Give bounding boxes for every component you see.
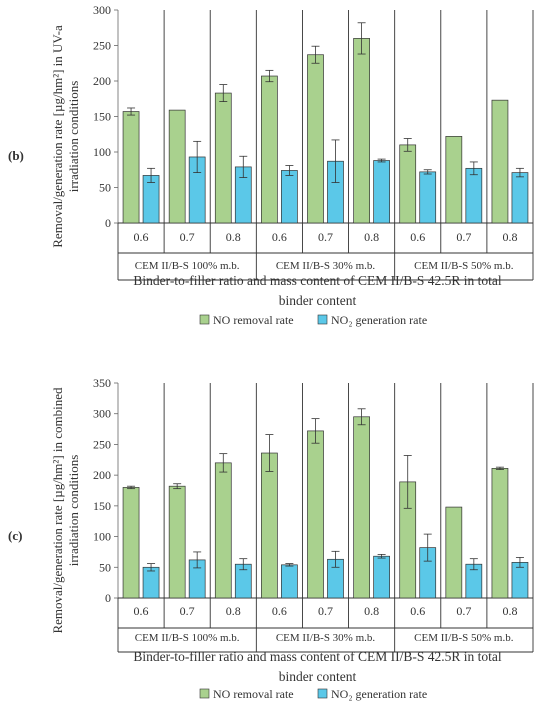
panel-0-x-tick-label: 0.6	[134, 230, 149, 244]
panel-0-legend-swatch-0	[199, 314, 210, 325]
panel-0-legend-swatch-1	[317, 314, 328, 325]
panel-1-x-tick-label: 0.8	[502, 604, 517, 618]
panel-0-group-label: CEM II/B-S 50% m.b.	[414, 260, 514, 272]
panel-1-y-tick-label: 150	[93, 499, 111, 513]
panel-1-no2-generation-bar	[142, 566, 160, 599]
panel-1-x-tick-label: 0.7	[180, 604, 195, 618]
panel-1-x-tick-label: 0.6	[410, 604, 425, 618]
panel-0-x-tick-label: 0.6	[272, 230, 287, 244]
panel-1-x-tick-label: 0.7	[318, 604, 333, 618]
panel-0-y-tick-label: 50	[99, 181, 111, 195]
panel-1-y-tick-label: 100	[93, 530, 111, 544]
panel-0-no-removal-bar	[261, 75, 278, 224]
panel-1-y-axis-title-line1: Removal/generation rate [µg/hm²] in comb…	[50, 387, 65, 634]
panel-0-y-tick-label: 0	[105, 216, 111, 230]
panel-1-y-tick-label: 0	[105, 591, 111, 605]
panel-1-no-removal-bar	[122, 487, 140, 599]
panel-0-y-tick-label: 100	[93, 145, 111, 159]
panel-1-no-removal-bar	[307, 430, 324, 599]
panel-0-y-axis-title-line2: irradiation conditions	[66, 81, 81, 193]
panel-0-x-tick-label: 0.7	[456, 230, 471, 244]
panel-1-y-tick-label: 350	[93, 376, 111, 390]
panel-0-no2-generation-bar	[465, 167, 483, 224]
panel-0-no-removal-bar	[353, 38, 370, 224]
panel-1-legend-label-1: NO₂ generation rate	[331, 687, 427, 701]
panel-1-group-label: CEM II/B-S 100% m.b.	[135, 632, 240, 644]
panel-0-x-tick-label: 0.6	[410, 230, 425, 244]
panel-1-group-label: CEM II/B-S 50% m.b.	[414, 632, 514, 644]
panel-0-x-axis-title-line1: Binder-to-filler ratio and mass content …	[133, 273, 502, 288]
panel-1-group-label: CEM II/B-S 30% m.b.	[276, 632, 376, 644]
panel-0-panel-label: (b)	[8, 148, 24, 163]
panel-0-no-removal-bar	[399, 144, 417, 224]
panel-1-x-tick-label: 0.6	[272, 604, 287, 618]
panel-0-y-tick-label: 200	[93, 74, 111, 88]
panel-1-y-tick-label: 50	[99, 560, 111, 574]
panel-1-y-tick-label: 250	[93, 437, 111, 451]
panel-0-no-removal-bar	[445, 136, 463, 224]
panel-1-no2-generation-bar	[373, 555, 390, 599]
panel-1-panel-label: (c)	[8, 528, 22, 543]
panel-1-no-removal-bar	[261, 452, 278, 599]
panel-0-no2-generation-bar	[511, 172, 529, 224]
panel-1-no-removal-bar	[353, 416, 370, 599]
panel-0-x-tick-label: 0.8	[364, 230, 379, 244]
panel-1-legend-swatch-1	[317, 688, 328, 699]
panel-0-x-tick-label: 0.8	[502, 230, 517, 244]
panel-0-x-tick-label: 0.7	[180, 230, 195, 244]
panel-1-no-removal-bar	[445, 506, 463, 599]
panel-1-no-removal-bar	[168, 485, 186, 599]
panel-0-no2-generation-bar	[373, 160, 390, 224]
panel-1-x-tick-label: 0.8	[226, 604, 241, 618]
panel-0-y-tick-label: 150	[93, 110, 111, 124]
panel-1-x-axis-title-line1: Binder-to-filler ratio and mass content …	[133, 649, 502, 664]
panel-1-x-axis-title-line2: binder content	[279, 669, 357, 684]
panel-0-y-axis-title-line1: Removal/generation rate [µg/hm²] in UV-a	[50, 25, 65, 248]
panel-0-no-removal-bar	[214, 92, 232, 224]
panel-1-legend-swatch-0	[199, 688, 210, 699]
panel-0-no2-generation-bar	[281, 170, 298, 224]
panel-1-y-axis-title-line2: irradiation conditions	[66, 455, 81, 567]
panel-0-x-tick-label: 0.8	[226, 230, 241, 244]
panel-1-y-tick-label: 300	[93, 407, 111, 421]
panel-0-no-removal-bar	[168, 109, 186, 224]
panel-1-y-tick-label: 200	[93, 468, 111, 482]
panel-0-x-axis-title-line2: binder content	[279, 293, 357, 308]
panel-0-no2-generation-bar	[419, 171, 437, 224]
panel-0-legend-label-0: NO removal rate	[213, 313, 294, 327]
panel-0-x-tick-label: 0.7	[318, 230, 333, 244]
panel-1-x-tick-label: 0.6	[134, 604, 149, 618]
panel-1-no2-generation-bar	[281, 564, 298, 599]
panel-0-legend-label-1: NO₂ generation rate	[331, 313, 427, 327]
panel-1-legend-label-0: NO removal rate	[213, 687, 294, 701]
panel-0-group-label: CEM II/B-S 30% m.b.	[276, 260, 376, 272]
panel-0-no-removal-bar	[307, 54, 324, 224]
panel-1-no2-generation-bar	[511, 562, 529, 599]
panel-0-y-tick-label: 300	[93, 3, 111, 17]
panel-0-y-tick-label: 250	[93, 39, 111, 53]
panel-0-no-removal-bar	[491, 99, 509, 224]
panel-0-no-removal-bar	[122, 111, 140, 224]
panel-1-no-removal-bar	[491, 468, 509, 599]
panel-0-group-label: CEM II/B-S 100% m.b.	[135, 260, 240, 272]
panel-1-x-tick-label: 0.7	[456, 604, 471, 618]
panel-1-x-tick-label: 0.8	[364, 604, 379, 618]
panel-1-no-removal-bar	[214, 462, 232, 599]
